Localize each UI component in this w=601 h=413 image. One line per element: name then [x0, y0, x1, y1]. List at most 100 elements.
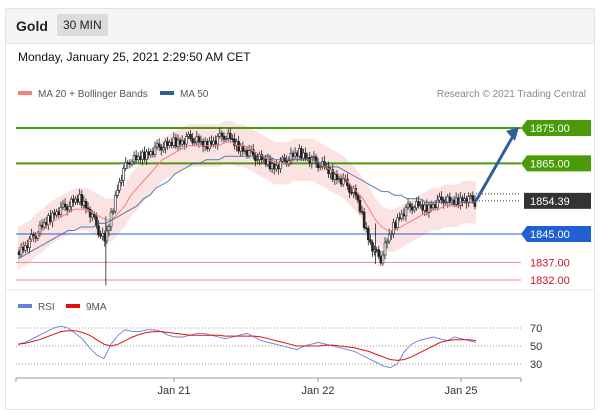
candle-body [195, 136, 199, 143]
candle-body [379, 256, 383, 264]
x-axis-ticks: Jan 21 Jan 22 Jan 25 [15, 378, 522, 397]
candle-body [80, 194, 84, 206]
candle-body [199, 140, 203, 143]
candle-body [84, 200, 88, 209]
candle-body [406, 203, 410, 208]
resistance-label: 1865.00 [530, 158, 570, 170]
candle-body [289, 152, 293, 162]
support-label: 1832.00 [530, 275, 570, 287]
candle-body [293, 152, 297, 157]
candle-body [220, 132, 224, 137]
candle-body [427, 204, 431, 213]
candle-body [111, 210, 115, 213]
candle-body [19, 246, 23, 256]
candle-body [270, 163, 274, 170]
rsi-panel: 30 50 70 [16, 323, 542, 371]
candle-body [392, 222, 395, 235]
candle-body [17, 251, 21, 256]
candle-body [408, 203, 412, 208]
candle-body [212, 140, 215, 145]
candle-body [398, 217, 401, 220]
candle-body [385, 240, 389, 244]
candle-body [191, 138, 194, 144]
last-price-label: 1854.39 [530, 196, 570, 208]
x-tick-label: Jan 25 [444, 385, 477, 397]
candle-body [429, 204, 433, 209]
candle-body [210, 140, 213, 145]
candle-body [70, 198, 73, 208]
candle-body [157, 143, 161, 148]
candles [17, 127, 477, 286]
ma50-line [17, 155, 476, 260]
candle-body [272, 163, 276, 170]
candle-body [122, 167, 125, 181]
candle-body [55, 211, 58, 216]
candle-body [145, 151, 148, 160]
candle-body [442, 199, 445, 204]
candle-body [40, 224, 44, 228]
candle-body [205, 141, 209, 150]
candle-body [402, 213, 406, 217]
candle-body [362, 211, 366, 228]
candle-body [28, 238, 31, 249]
candle-body [473, 200, 477, 207]
candle-body [42, 222, 46, 228]
candle-body [469, 195, 473, 197]
candle-body [277, 165, 280, 170]
candle-body [149, 151, 153, 156]
pivot-tag [521, 226, 591, 243]
candle-body [38, 224, 42, 235]
candle-body [348, 185, 351, 193]
candle-body [371, 241, 374, 252]
candle-body [387, 233, 391, 242]
candle-body [333, 173, 337, 180]
candle-body [383, 242, 387, 256]
legend-9ma-swatch [66, 304, 80, 308]
candle-body [247, 150, 251, 157]
candle-body [118, 181, 121, 191]
candle-body [90, 213, 94, 218]
resistance-tag [521, 155, 591, 172]
rsi-tick-label: 30 [530, 359, 542, 371]
candle-body [245, 150, 249, 157]
candle-body [136, 156, 140, 161]
candle-body [78, 194, 81, 203]
candle-body [180, 140, 184, 145]
candle-body [193, 141, 197, 144]
candle-body [312, 156, 316, 159]
candle-body [93, 213, 96, 218]
candle-body [139, 156, 142, 160]
timeframe-badge[interactable]: 30 MIN [57, 14, 108, 36]
chart-datetime: Monday, January 25, 2021 2:29:50 AM CET [18, 50, 251, 64]
candle-body [226, 132, 230, 139]
candle-body [350, 192, 353, 194]
x-tick-label: Jan 21 [157, 385, 190, 397]
candle-body [218, 132, 222, 137]
candle-body [44, 222, 48, 225]
candle-body [24, 245, 27, 251]
rsi-line [17, 325, 477, 369]
candle-body [394, 222, 397, 228]
candle-body [377, 249, 381, 257]
candle-body [189, 134, 192, 139]
research-credit: Research © 2021 Trading Central [437, 89, 586, 100]
candle-body [76, 198, 79, 203]
candle-body [446, 196, 450, 203]
candle-body [97, 225, 100, 236]
candle-body [128, 163, 132, 165]
candle-body [251, 149, 255, 156]
candle-body [417, 201, 420, 207]
candle-body [208, 140, 211, 150]
candle-body [381, 254, 385, 264]
candle-body [302, 152, 305, 159]
candle-body [182, 140, 186, 145]
candle-body [413, 207, 416, 211]
candle-body [21, 246, 25, 251]
candle-body [237, 141, 240, 152]
candle-body [415, 201, 418, 209]
candle-body [107, 226, 111, 232]
ma20-line [17, 141, 476, 249]
candle-body [264, 158, 268, 165]
candle-body [86, 207, 90, 210]
candle-body [166, 141, 169, 146]
